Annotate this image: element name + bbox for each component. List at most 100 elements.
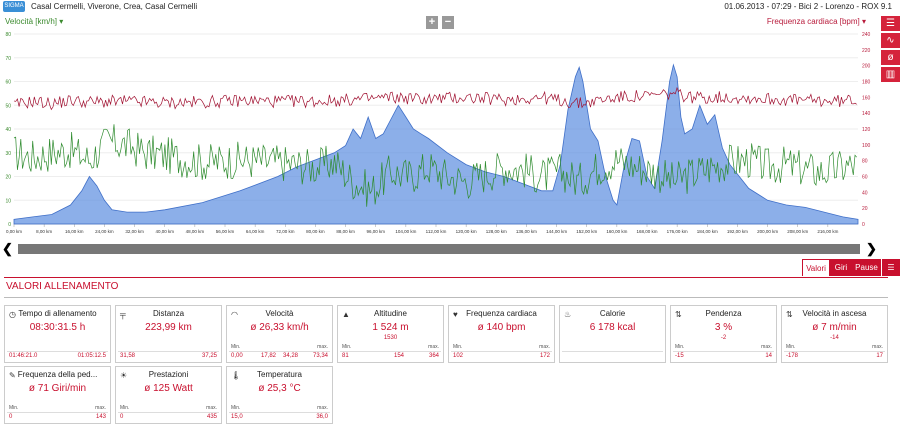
right-axis-label[interactable]: Frequenza cardiaca [bpm] ▾: [766, 17, 866, 26]
stat-value: 3 %: [714, 322, 733, 333]
app-logo: SIGMA: [3, 1, 25, 12]
average-icon[interactable]: ø: [881, 50, 900, 66]
stat-card: ☀ Prestazioni ø 125 Watt Min. max. 0 435: [115, 366, 222, 424]
scroll-left-icon[interactable]: ❮: [2, 241, 13, 256]
section-underline: [4, 297, 888, 298]
x-tick-label: 8,00 km: [36, 229, 52, 234]
stat-divider: [562, 351, 663, 352]
left-tick-label: 50: [5, 103, 11, 109]
max-label: max.: [428, 344, 439, 350]
right-tick-label: 120: [862, 127, 871, 133]
stat-value: ø 25,3 °C: [258, 383, 301, 394]
stat-card: ⇅ Velocità in ascesa ø 7 m/min -14 Min. max. -…: [781, 305, 888, 363]
tab-pause[interactable]: Pause: [852, 259, 881, 276]
right-tick-label: 220: [862, 48, 871, 54]
stat-card: ◠ Velocità ø 26,33 km/h Min. max. 0,00 17,82 34…: [226, 305, 333, 363]
x-tick-label: 200,00 km: [757, 229, 778, 234]
left-tick-label: 0: [8, 222, 11, 228]
heart-icon: ♥: [453, 310, 458, 319]
x-tick-label: 96,00 km: [366, 229, 385, 234]
right-tick-label: 100: [862, 143, 871, 149]
x-tick-label: 160,00 km: [606, 229, 627, 234]
stat-sub-value: -14: [830, 335, 839, 341]
stat-mid-value: 34,28: [283, 353, 299, 359]
scroll-right-icon[interactable]: ❯: [866, 241, 877, 256]
left-tick-label: 80: [5, 32, 11, 38]
stat-max-value: 435: [206, 414, 217, 420]
stat-max-value: 14: [765, 353, 772, 359]
stat-card: ♨ Calorie 6 178 kcal: [559, 305, 666, 363]
min-label: Min.: [675, 344, 685, 350]
scroll-thumb[interactable]: [18, 244, 860, 254]
x-tick-label: 48,00 km: [186, 229, 205, 234]
stat-max-value: 37,25: [201, 353, 217, 359]
x-tick-label: 40,00 km: [155, 229, 174, 234]
stat-min-value: -178: [786, 353, 799, 359]
stat-divider: [118, 351, 219, 352]
left-tick-label: 10: [5, 198, 11, 204]
stat-value: ø 26,33 km/h: [250, 322, 309, 333]
bar-chart-icon[interactable]: ▥: [881, 67, 900, 83]
right-tick-label: 60: [862, 175, 868, 181]
stat-divider: [673, 351, 774, 352]
mountain-icon: ▲: [342, 310, 350, 319]
stat-title: Velocità: [265, 309, 294, 318]
right-tick-label: 200: [862, 64, 871, 70]
stat-max-value: 36,0: [316, 414, 328, 420]
route-title: Casal Cermelli, Viverone, Crea, Casal Ce…: [31, 2, 198, 11]
stat-max-value: 01:05:12.5: [77, 353, 106, 359]
min-label: Min.: [231, 344, 241, 350]
right-tick-label: 240: [862, 32, 871, 38]
list-icon[interactable]: ☰: [882, 259, 900, 276]
stat-min-value: 102: [453, 353, 464, 359]
thermometer-icon: 🌡: [231, 371, 242, 380]
stat-mid-value: 154: [394, 353, 405, 359]
stat-max-value: 73,34: [312, 353, 328, 359]
stat-value: ø 140 bpm: [477, 322, 526, 333]
stat-card: ◷ Tempo di allenamento 08:30:31.5 h 01:46:2…: [4, 305, 111, 363]
stat-mid-value: 17,82: [261, 353, 277, 359]
stat-min-value: 0: [9, 414, 13, 420]
zoom-in-button[interactable]: +: [426, 16, 438, 29]
slope-icon: ⇅: [675, 310, 682, 319]
list-view-icon[interactable]: ☰: [881, 16, 900, 32]
tab-giri[interactable]: Giri: [830, 259, 852, 276]
speed-line: [13, 124, 857, 207]
x-tick-label: 216,00 km: [817, 229, 838, 234]
heart-rate-line: [13, 86, 857, 111]
min-label: Min.: [786, 344, 796, 350]
right-tick-label: 80: [862, 159, 868, 165]
stat-min-value: 0: [120, 414, 124, 420]
left-tick-label: 60: [5, 80, 11, 86]
stat-divider: [229, 412, 330, 413]
min-label: Min.: [9, 405, 19, 411]
x-tick-label: 152,00 km: [576, 229, 597, 234]
left-axis-label[interactable]: Velocità [km/h] ▾: [5, 17, 64, 26]
stat-max-value: 143: [95, 414, 106, 420]
ride-meta: 01.06.2013 - 07:29 - Bici 2 - Lorenzo - …: [724, 2, 892, 11]
power-icon: ☀: [120, 371, 128, 380]
x-tick-label: 56,00 km: [216, 229, 235, 234]
stat-min-value: 31,58: [120, 353, 136, 359]
stat-min-value: 0,00: [231, 353, 243, 359]
x-tick-label: 24,00 km: [95, 229, 114, 234]
training-chart[interactable]: 8070605040302010024022020018016014012010…: [0, 28, 880, 240]
max-label: max.: [317, 344, 328, 350]
x-tick-label: 80,00 km: [306, 229, 325, 234]
x-tick-label: 64,00 km: [246, 229, 265, 234]
x-tick-label: 168,00 km: [636, 229, 657, 234]
zoom-out-button[interactable]: −: [442, 16, 454, 29]
max-label: max.: [539, 344, 550, 350]
stat-max-value: 172: [539, 353, 550, 359]
x-tick-label: 192,00 km: [727, 229, 748, 234]
section-divider: [4, 277, 888, 278]
chart-scrollbar[interactable]: ❮ ❯: [0, 241, 900, 257]
line-chart-icon[interactable]: ∿: [881, 33, 900, 49]
stat-divider: [784, 351, 885, 352]
stat-value: ø 7 m/min: [812, 322, 857, 333]
x-tick-label: 176,00 km: [667, 229, 688, 234]
stat-title: Distanza: [152, 309, 185, 318]
stat-title: Frequenza cardiaca: [466, 309, 537, 318]
tab-valori[interactable]: Valori: [802, 259, 830, 276]
road-icon: ╤: [120, 310, 126, 319]
